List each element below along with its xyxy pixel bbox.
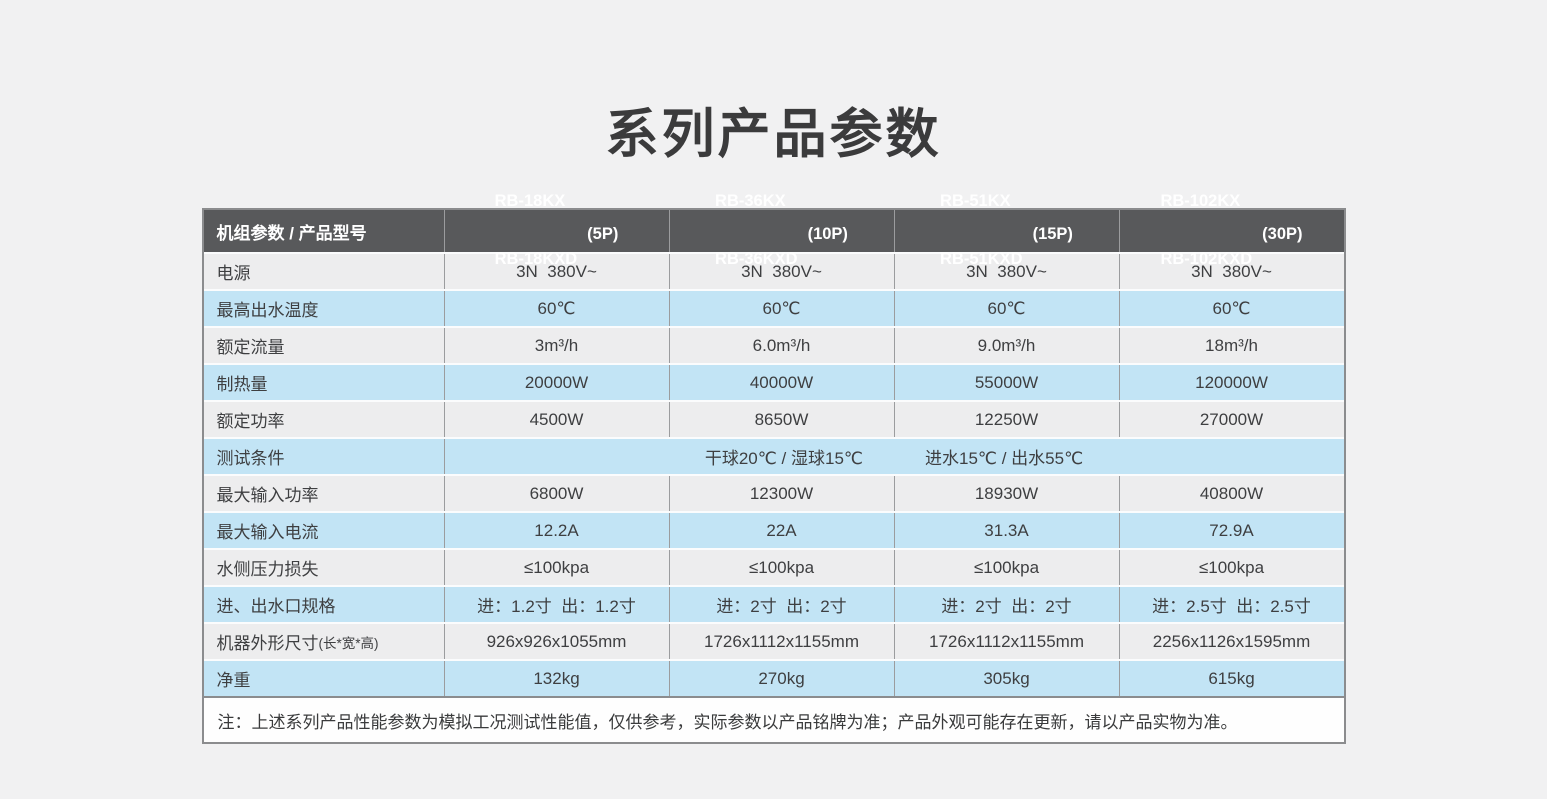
cell-value: 926x926x1055mm [443,624,669,659]
param-label: 额定流量 [216,338,285,357]
cell-value: 3N 380V~ [443,254,669,289]
table-row-max-outlet-temp: 最高出水温度 60℃ 60℃ 60℃ 60℃ [203,289,1344,326]
cell-value: 40800W [1118,476,1344,511]
model-line2: RB-18KXD [494,250,578,269]
cell-value: ≤100kpa [443,550,669,585]
param-label: 制热量 [216,375,268,394]
model-power: (30P) [1262,224,1303,243]
cell-value: 615kg [1118,661,1344,696]
header-param-label: 机组参数 / 产品型号 [216,223,367,243]
param-label: 额定功率 [216,412,285,431]
param-label: 测试条件 [216,449,285,468]
test-condition-air: 干球20℃ / 湿球15℃ [704,449,863,468]
cell-value: 120000W [1118,365,1344,400]
model-header-18kx: RB-18KX RB-18KXD (5P) [443,192,669,268]
cell-value: 进：1.2寸 出：1.2寸 [443,587,669,622]
table-row-water-pressure-loss: 水侧压力损失 ≤100kpa ≤100kpa ≤100kpa ≤100kpa [203,548,1344,585]
cell-value: 12250W [893,402,1119,437]
page-title: 系列产品参数 [605,105,942,164]
cell-value: 3N 380V~ [1118,254,1344,289]
param-label: 净重 [216,671,251,690]
model-names: RB-51KX RB-51KXD [940,153,1023,309]
param-label: 最高出水温度 [216,301,319,320]
cell-value: 1726x1112x1155mm [893,624,1119,659]
cell-value: 20000W [443,365,669,400]
cell-value: 1726x1112x1155mm [668,624,894,659]
model-line1: RB-102KX [1160,192,1241,211]
model-line1: RB-36KX [715,192,786,211]
table-row-rated-power: 额定功率 4500W 8650W 12250W 27000W [203,400,1344,437]
param-label-suffix: (长*宽*高) [318,635,379,651]
table-row-power-supply: 电源 3N 380V~ 3N 380V~ 3N 380V~ 3N 380V~ [203,252,1344,289]
model-names: RB-18KX RB-18KXD [495,153,578,309]
model-line2: RB-36KXD [715,250,798,269]
cell-value: 18930W [893,476,1119,511]
cell-value: 305kg [893,661,1119,696]
cell-value: 18m³/h [1118,328,1344,363]
model-line1: RB-18KX [494,192,566,211]
note-row: 注：上述系列产品性能参数为模拟工况测试性能值，仅供参考，实际参数以产品铭牌为准；… [203,696,1344,742]
cell-value: 40000W [668,365,894,400]
model-names: RB-36KX RB-36KXD [715,153,798,309]
table-row-max-input-power: 最大输入功率 6800W 12300W 18930W 40800W [203,474,1344,511]
cell-value: 3N 380V~ [893,254,1119,289]
table-row-inlet-outlet-spec: 进、出水口规格 进：1.2寸 出：1.2寸 进：2寸 出：2寸 进：2寸 出：2… [203,585,1344,622]
model-header-51kx: RB-51KX RB-51KXD (15P) [893,192,1119,268]
cell-value: 2256x1126x1595mm [1118,624,1344,659]
cell-value: 55000W [893,365,1119,400]
model-power: (5P) [587,224,619,243]
table-row-net-weight: 净重 132kg 270kg 305kg 615kg [203,659,1344,696]
cell-value: 9.0m³/h [893,328,1119,363]
cell-value: 27000W [1118,402,1344,437]
cell-value: 8650W [668,402,894,437]
cell-value: 进：2寸 出：2寸 [893,587,1119,622]
cell-value: 270kg [668,661,894,696]
model-names: RB-102KX RB-102KXD [1160,153,1252,309]
model-line2: RB-51KXD [940,250,1023,269]
model-header-36kx: RB-36KX RB-36KXD (10P) [668,192,894,268]
param-label: 最大输入电流 [216,523,319,542]
cell-value: 60℃ [893,291,1119,326]
cell-value: 72.9A [1118,513,1344,548]
param-label: 电源 [216,264,251,283]
test-condition-water: 进水15℃ / 出水55℃ [925,449,1084,468]
param-label: 水侧压力损失 [216,560,319,579]
cell-value: ≤100kpa [668,550,894,585]
model-line2: RB-102KXD [1160,250,1253,269]
model-power: (10P) [807,224,848,243]
table-row-dimensions: 机器外形尺寸 (长*宽*高) 926x926x1055mm 1726x1112x1… [203,622,1344,659]
cell-value: 6.0m³/h [668,328,894,363]
cell-value: 22A [668,513,894,548]
cell-value: ≤100kpa [1118,550,1344,585]
page: 系列产品参数 机组参数 / 产品型号 RB-18KX RB-18KXD (5P)… [201,105,1346,744]
param-label: 最大输入功率 [216,486,319,505]
cell-value: 6800W [443,476,669,511]
cell-value: 12300W [668,476,894,511]
spec-table: 机组参数 / 产品型号 RB-18KX RB-18KXD (5P) RB-36K… [201,192,1346,744]
cell-value: 31.3A [893,513,1119,548]
cell-value: 60℃ [668,291,894,326]
cell-value: 进：2寸 出：2寸 [668,587,894,622]
model-header-102kx: RB-102KX RB-102KXD (30P) [1118,192,1344,268]
cell-value: 60℃ [1118,291,1344,326]
cell-value-span: 干球20℃ / 湿球15℃ 进水15℃ / 出水55℃ [443,439,1344,474]
model-line1: RB-51KX [940,192,1011,211]
param-label: 机器外形尺寸 (长*宽*高) [204,624,444,659]
table-header-row: 机组参数 / 产品型号 RB-18KX RB-18KXD (5P) RB-36K… [203,192,1344,268]
table-row-max-input-current: 最大输入电流 12.2A 22A 31.3A 72.9A [203,511,1344,548]
model-power: (15P) [1032,224,1073,243]
param-label-main: 机器外形尺寸 [216,634,319,653]
table-row-heating-capacity: 制热量 20000W 40000W 55000W 120000W [203,363,1344,400]
table-row-rated-flow: 额定流量 3m³/h 6.0m³/h 9.0m³/h 18m³/h [203,326,1344,363]
cell-value: 3N 380V~ [668,254,894,289]
cell-value: ≤100kpa [893,550,1119,585]
cell-value: 4500W [443,402,669,437]
cell-value: 12.2A [443,513,669,548]
cell-value: 3m³/h [443,328,669,363]
cell-value: 60℃ [443,291,669,326]
cell-value: 进：2.5寸 出：2.5寸 [1118,587,1344,622]
param-label: 进、出水口规格 [216,597,336,616]
cell-value: 132kg [443,661,669,696]
table-row-test-conditions: 测试条件 干球20℃ / 湿球15℃ 进水15℃ / 出水55℃ [203,437,1344,474]
